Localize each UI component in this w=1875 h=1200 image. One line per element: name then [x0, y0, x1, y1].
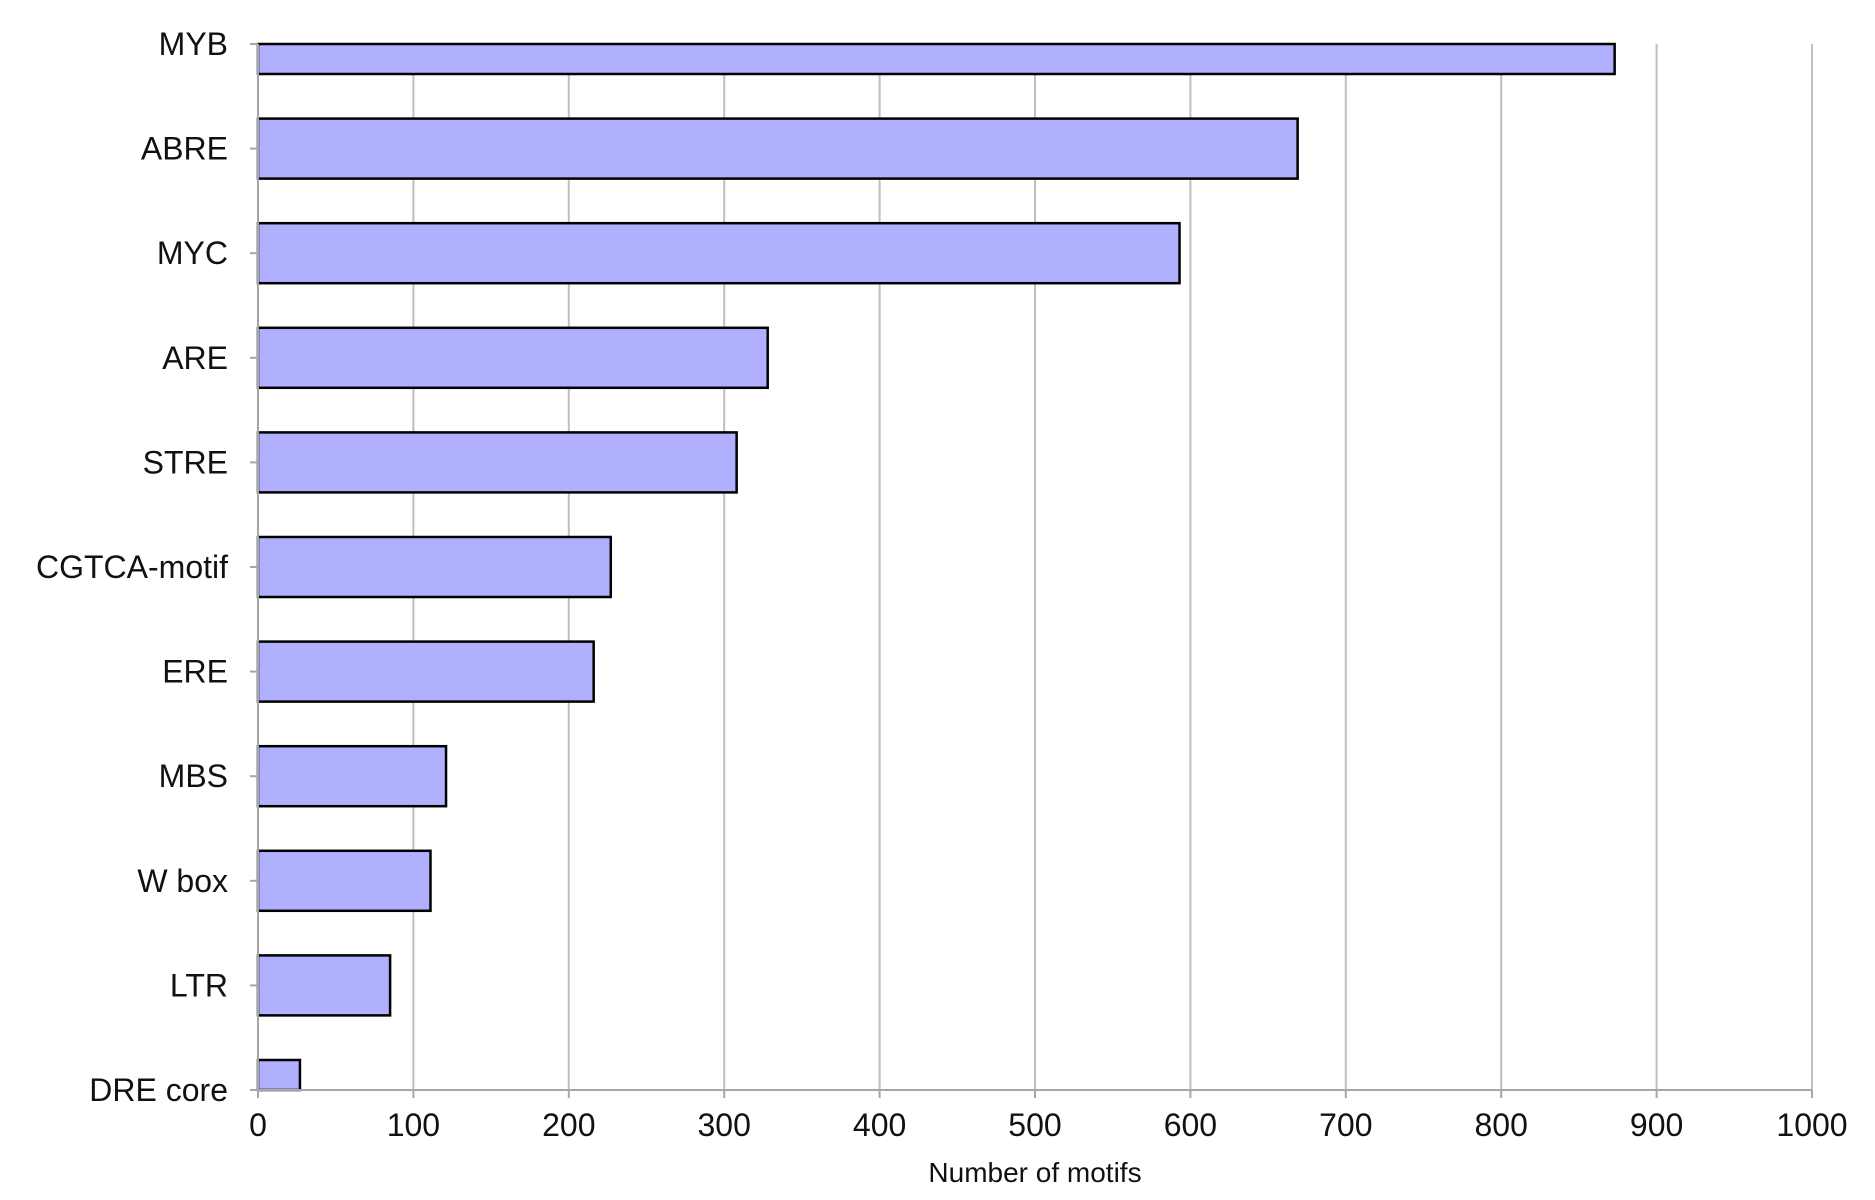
category-label: MBS: [159, 758, 228, 794]
x-tick-label: 700: [1319, 1107, 1372, 1143]
bar-mbs: [256, 744, 448, 808]
bar-ltr: [256, 954, 392, 1017]
category-label: ERE: [162, 654, 228, 690]
bar-are: [256, 326, 769, 390]
x-tick-label: 500: [1008, 1107, 1061, 1143]
bar-myb: [256, 42, 1616, 76]
bar-cgtca-motif: [256, 535, 613, 599]
x-axis-title: Number of motifs: [928, 1157, 1141, 1188]
bar-ere: [256, 640, 595, 703]
category-label: STRE: [143, 444, 228, 480]
bar-stre: [256, 431, 738, 494]
x-tick-label: 1000: [1776, 1107, 1847, 1143]
x-tick-label: 600: [1164, 1107, 1217, 1143]
x-tick-label: 200: [542, 1107, 595, 1143]
category-label: ARE: [162, 340, 228, 376]
x-tick-label: 900: [1630, 1107, 1683, 1143]
category-label: MYB: [159, 26, 228, 62]
category-labels: MYB ABRE MYC ARE STRE CGTCA-motif ERE MBS W box L…: [36, 26, 228, 1108]
bars: [256, 42, 1616, 1092]
bar-myc: [256, 221, 1181, 285]
x-tick-label: 400: [853, 1107, 906, 1143]
x-tick-label: 300: [698, 1107, 751, 1143]
x-tick-labels: 0 100 200 300 400 500 600 700 800 900 1000: [249, 1107, 1847, 1143]
category-label: LTR: [170, 967, 228, 1003]
bar-dre-core: [256, 1058, 302, 1092]
axes: [250, 43, 1813, 1098]
bar-abre: [256, 117, 1299, 180]
x-tick-label: 100: [387, 1107, 440, 1143]
category-label: DRE core: [89, 1072, 228, 1108]
category-label: CGTCA-motif: [36, 549, 228, 585]
x-tick-label: 800: [1475, 1107, 1528, 1143]
category-label: ABRE: [141, 131, 228, 167]
gridlines: [412, 44, 1813, 1090]
category-label: MYC: [157, 235, 228, 271]
category-label: W box: [137, 863, 228, 899]
x-tick-label: 0: [249, 1107, 267, 1143]
bar-w-box: [256, 849, 432, 913]
